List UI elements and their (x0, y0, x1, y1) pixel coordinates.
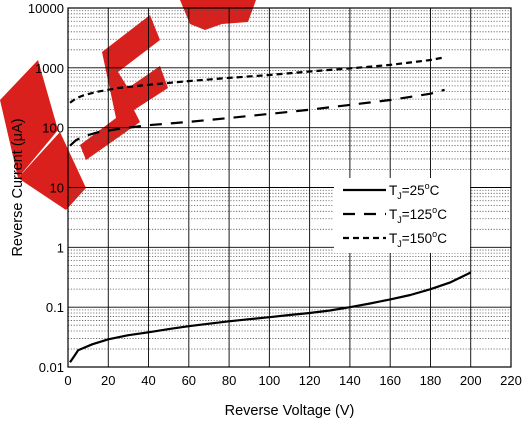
y-tick-label: 0.01 (39, 360, 64, 375)
y-axis-tick-labels: 0.01 0.1 1 10 100 1000 10000 (28, 1, 64, 375)
x-axis-label: Reverse Voltage (V) (225, 403, 355, 419)
watermark-glyph (180, 0, 256, 30)
x-tick-label: 40 (141, 373, 155, 388)
series-line-3 (69, 56, 445, 104)
legend-label-2: TJ=125oC (389, 205, 447, 225)
x-tick-label: 140 (339, 373, 361, 388)
y-axis-label: Reverse Current (μA) (10, 118, 26, 256)
plot-area-frame (67, 7, 512, 368)
y-tick-label: 0.1 (46, 300, 64, 315)
minor-gridlines (68, 10, 511, 350)
y-tick-label: 100 (42, 121, 64, 136)
x-tick-label: 160 (379, 373, 401, 388)
y-tick-label: 1 (57, 240, 64, 255)
x-axis-tick-labels: 0 20 40 60 80 100 120 140 160 180 200 220 (64, 373, 521, 388)
series-line-1 (69, 271, 472, 363)
y-tick-label: 10 (50, 181, 64, 196)
x-tick-label: 120 (299, 373, 321, 388)
watermark-glyph (0, 60, 58, 178)
x-tick-label: 60 (182, 373, 196, 388)
series-lines (69, 56, 472, 363)
legend-label-1: TJ=25oC (389, 181, 440, 201)
series-line-2 (69, 88, 445, 147)
x-tick-label: 20 (101, 373, 115, 388)
x-tick-label: 0 (64, 373, 71, 388)
x-tick-label: 100 (259, 373, 281, 388)
legend-label-3: TJ=150oC (389, 229, 447, 249)
y-tick-label: 1000 (35, 61, 64, 76)
legend: TJ=25oC TJ=125oC TJ=150oC (334, 178, 470, 253)
x-tick-label: 180 (420, 373, 442, 388)
x-tick-label: 220 (500, 373, 522, 388)
x-tick-label: 80 (222, 373, 236, 388)
x-tick-label: 200 (460, 373, 482, 388)
watermark-glyph (80, 15, 168, 160)
y-tick-label: 10000 (28, 1, 64, 16)
